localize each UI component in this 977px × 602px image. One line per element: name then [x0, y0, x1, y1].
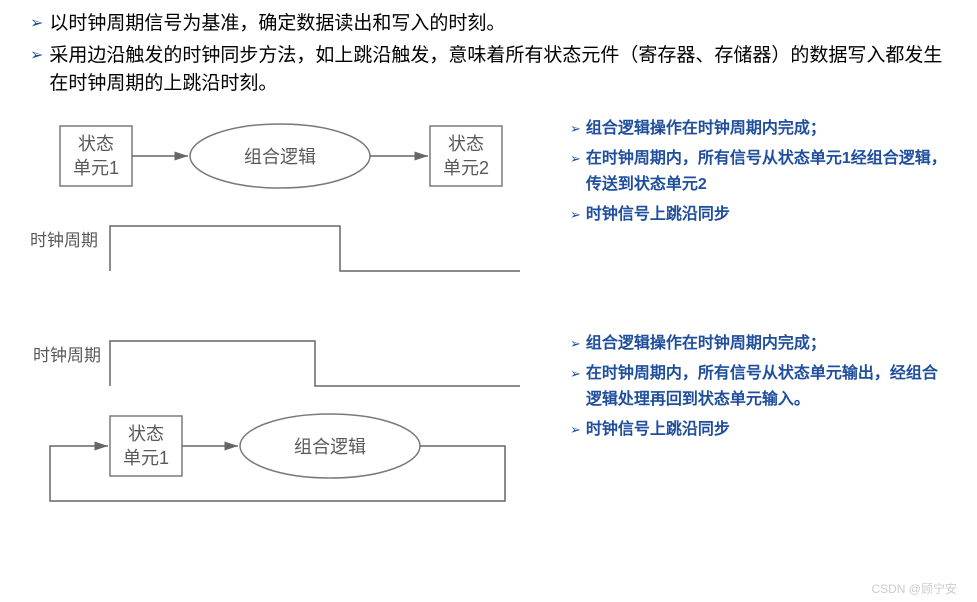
d2-clock-label: 时钟周期: [33, 346, 101, 365]
bullet-arrow-icon: ➢: [30, 10, 43, 38]
note-text: 组合逻辑操作在时钟周期内完成；: [586, 331, 826, 357]
bullet-arrow-icon: ➢: [30, 42, 43, 70]
bullet-arrow-icon: ➢: [570, 331, 581, 357]
bullet-text: 采用边沿触发的时钟同步方法，如上跳沿触发，意味着所有状态元件（寄存器、存储器）的…: [49, 42, 947, 98]
row-2: 时钟周期 状态 单元1 组合逻辑 ➢ 组合逻辑操作在时钟周期内完成；: [30, 331, 947, 516]
d2-state1-l1: 状态: [128, 424, 164, 444]
note1-item: ➢ 组合逻辑操作在时钟周期内完成；: [570, 116, 947, 142]
row-1: 状态 单元1 组合逻辑 状态 单元2 时钟周期 ➢: [30, 116, 947, 301]
watermark: CSDN @顾宁安: [871, 580, 957, 597]
d1-combo: 组合逻辑: [244, 147, 316, 167]
bullet-arrow-icon: ➢: [570, 417, 581, 443]
d1-clock-label: 时钟周期: [30, 231, 98, 250]
note-text: 在时钟周期内，所有信号从状态单元1经组合逻辑，传送到状态单元2: [586, 146, 947, 198]
note2-item: ➢ 时钟信号上跳沿同步: [570, 417, 947, 443]
note1-item: ➢ 时钟信号上跳沿同步: [570, 202, 947, 228]
top-bullet-1: ➢ 以时钟周期信号为基准，确定数据读出和写入的时刻。: [30, 10, 947, 38]
bullet-text: 以时钟周期信号为基准，确定数据读出和写入的时刻。: [49, 10, 505, 38]
bullet-arrow-icon: ➢: [570, 202, 581, 228]
note-text: 时钟信号上跳沿同步: [586, 202, 730, 228]
d1-state1-l2: 单元1: [73, 158, 119, 178]
note2-item: ➢ 在时钟周期内，所有信号从状态单元输出，经组合逻辑处理再回到状态单元输入。: [570, 361, 947, 413]
diagram-2: 时钟周期 状态 单元1 组合逻辑: [30, 331, 540, 516]
bullet-arrow-icon: ➢: [570, 146, 581, 172]
d1-state1-l1: 状态: [78, 134, 114, 154]
note-text: 时钟信号上跳沿同步: [586, 417, 730, 443]
bullet-arrow-icon: ➢: [570, 116, 581, 142]
note-text: 在时钟周期内，所有信号从状态单元输出，经组合逻辑处理再回到状态单元输入。: [586, 361, 947, 413]
note1-item: ➢ 在时钟周期内，所有信号从状态单元1经组合逻辑，传送到状态单元2: [570, 146, 947, 198]
notes-1: ➢ 组合逻辑操作在时钟周期内完成； ➢ 在时钟周期内，所有信号从状态单元1经组合…: [540, 116, 947, 232]
notes-2: ➢ 组合逻辑操作在时钟周期内完成； ➢ 在时钟周期内，所有信号从状态单元输出，经…: [540, 331, 947, 447]
diagram-1: 状态 单元1 组合逻辑 状态 单元2 时钟周期: [30, 116, 540, 301]
d2-state1-l2: 单元1: [123, 448, 169, 468]
d1-state2-l1: 状态: [448, 134, 484, 154]
note2-item: ➢ 组合逻辑操作在时钟周期内完成；: [570, 331, 947, 357]
top-bullet-2: ➢ 采用边沿触发的时钟同步方法，如上跳沿触发，意味着所有状态元件（寄存器、存储器…: [30, 42, 947, 98]
bullet-arrow-icon: ➢: [570, 361, 581, 387]
d1-state2-l2: 单元2: [443, 158, 489, 178]
d2-combo: 组合逻辑: [294, 437, 366, 457]
note-text: 组合逻辑操作在时钟周期内完成；: [586, 116, 826, 142]
